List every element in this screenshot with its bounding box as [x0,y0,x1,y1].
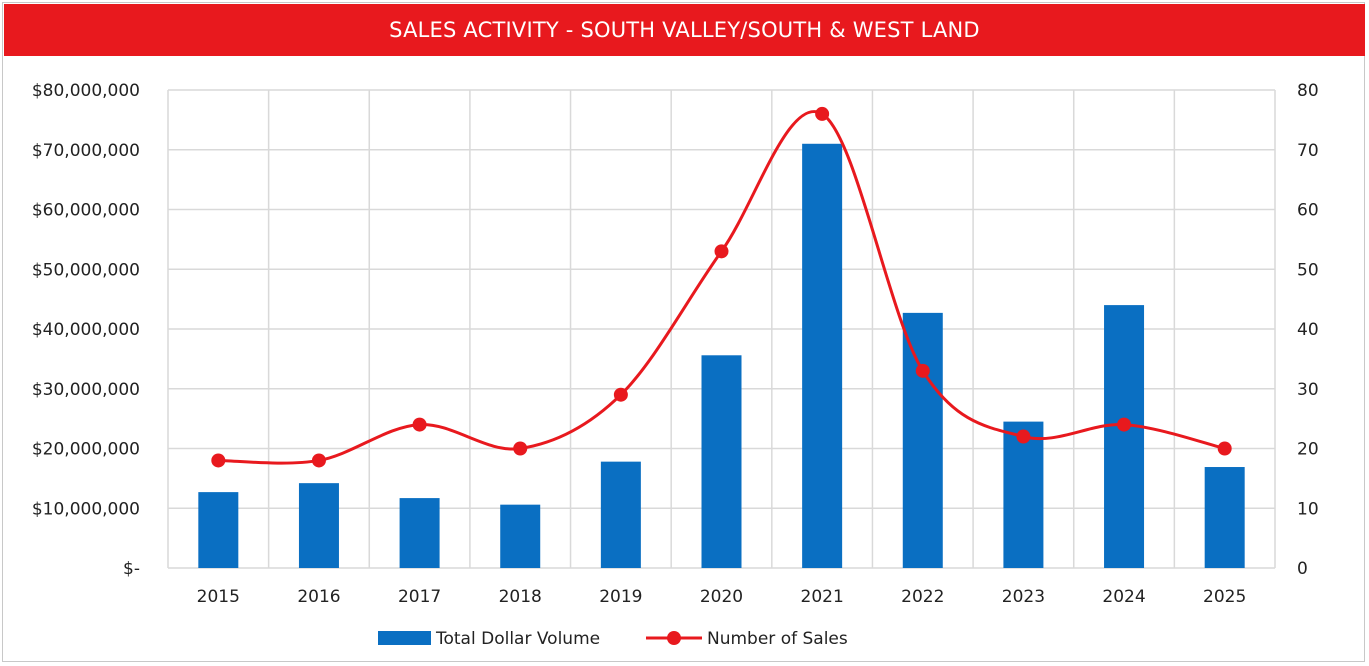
right-axis-tick-label: 40 [1297,320,1319,340]
left-axis-tick-label: $30,000,000 [32,380,140,400]
x-axis-tick-label: 2025 [1203,587,1246,607]
bar-2021 [802,143,843,568]
sales-point-2018 [513,441,528,456]
right-axis-tick-label: 20 [1297,440,1319,460]
bar-2025 [1204,467,1245,568]
x-axis-tick-label: 2016 [297,587,340,607]
bar-2016 [298,483,339,568]
sales-point-2016 [311,453,326,468]
x-axis-tick-label: 2017 [398,587,441,607]
x-axis-tick-label: 2024 [1102,587,1145,607]
right-axis-tick-label: 0 [1297,559,1308,579]
left-axis-tick-label: $20,000,000 [32,440,140,460]
bar-2024 [1104,305,1145,568]
legend-line-marker [667,631,681,645]
legend: Total Dollar Volume Number of Sales [378,629,848,649]
left-axis-tick-label: $50,000,000 [32,260,140,280]
bar-series [198,143,1245,568]
x-axis-tick-label: 2022 [901,587,944,607]
sales-count-line [218,110,1226,465]
right-axis-tick-label: 30 [1297,380,1319,400]
sales-point-2021 [815,106,830,121]
right-axis-tick-label: 60 [1297,201,1319,221]
right-axis-tick-label: 10 [1297,499,1319,519]
sales-point-2024 [1117,417,1132,432]
sales-point-2022 [915,363,930,378]
bar-2018 [500,504,541,568]
legend-bar-swatch [378,631,431,645]
left-axis-tick-label: $40,000,000 [32,320,140,340]
x-axis-tick-label: 2021 [801,587,844,607]
left-axis-tick-label: $- [123,559,140,579]
x-axis-tick-label: 2015 [197,587,240,607]
bar-2022 [902,312,943,568]
x-axis-tick-label: 2019 [599,587,642,607]
bar-2019 [600,461,641,568]
x-axis-tick-label: 2020 [700,587,743,607]
sales-point-2019 [613,387,628,402]
sales-point-2017 [412,417,427,432]
sales-point-2025 [1217,441,1232,456]
right-axis-tick-label: 70 [1297,141,1319,161]
right-axis-tick-label: 50 [1297,260,1319,280]
sales-point-2015 [211,453,226,468]
bar-2017 [399,498,440,568]
left-axis-tick-label: $80,000,000 [32,81,140,101]
x-axis-tick-label: 2018 [499,587,542,607]
chart-title: SALES ACTIVITY - SOUTH VALLEY/SOUTH & WE… [389,18,980,42]
right-axis-tick-label: 80 [1297,81,1319,101]
legend-bar-label: Total Dollar Volume [435,629,600,649]
left-axis-tick-label: $10,000,000 [32,499,140,519]
title-banner: SALES ACTIVITY - SOUTH VALLEY/SOUTH & WE… [4,4,1365,56]
legend-line-label: Number of Sales [707,629,848,649]
sales-point-2023 [1016,429,1031,444]
bar-2023 [1003,421,1044,568]
sales-point-2020 [714,244,729,259]
bar-2015 [198,492,239,568]
bar-2020 [701,355,742,568]
left-axis-tick-label: $60,000,000 [32,201,140,221]
line-series [211,106,1232,468]
x-axis-tick-label: 2023 [1002,587,1045,607]
axes: $- $10,000,000 $20,000,000 $30,000,000 $40,0… [32,81,1319,607]
left-axis-tick-label: $70,000,000 [32,141,140,161]
